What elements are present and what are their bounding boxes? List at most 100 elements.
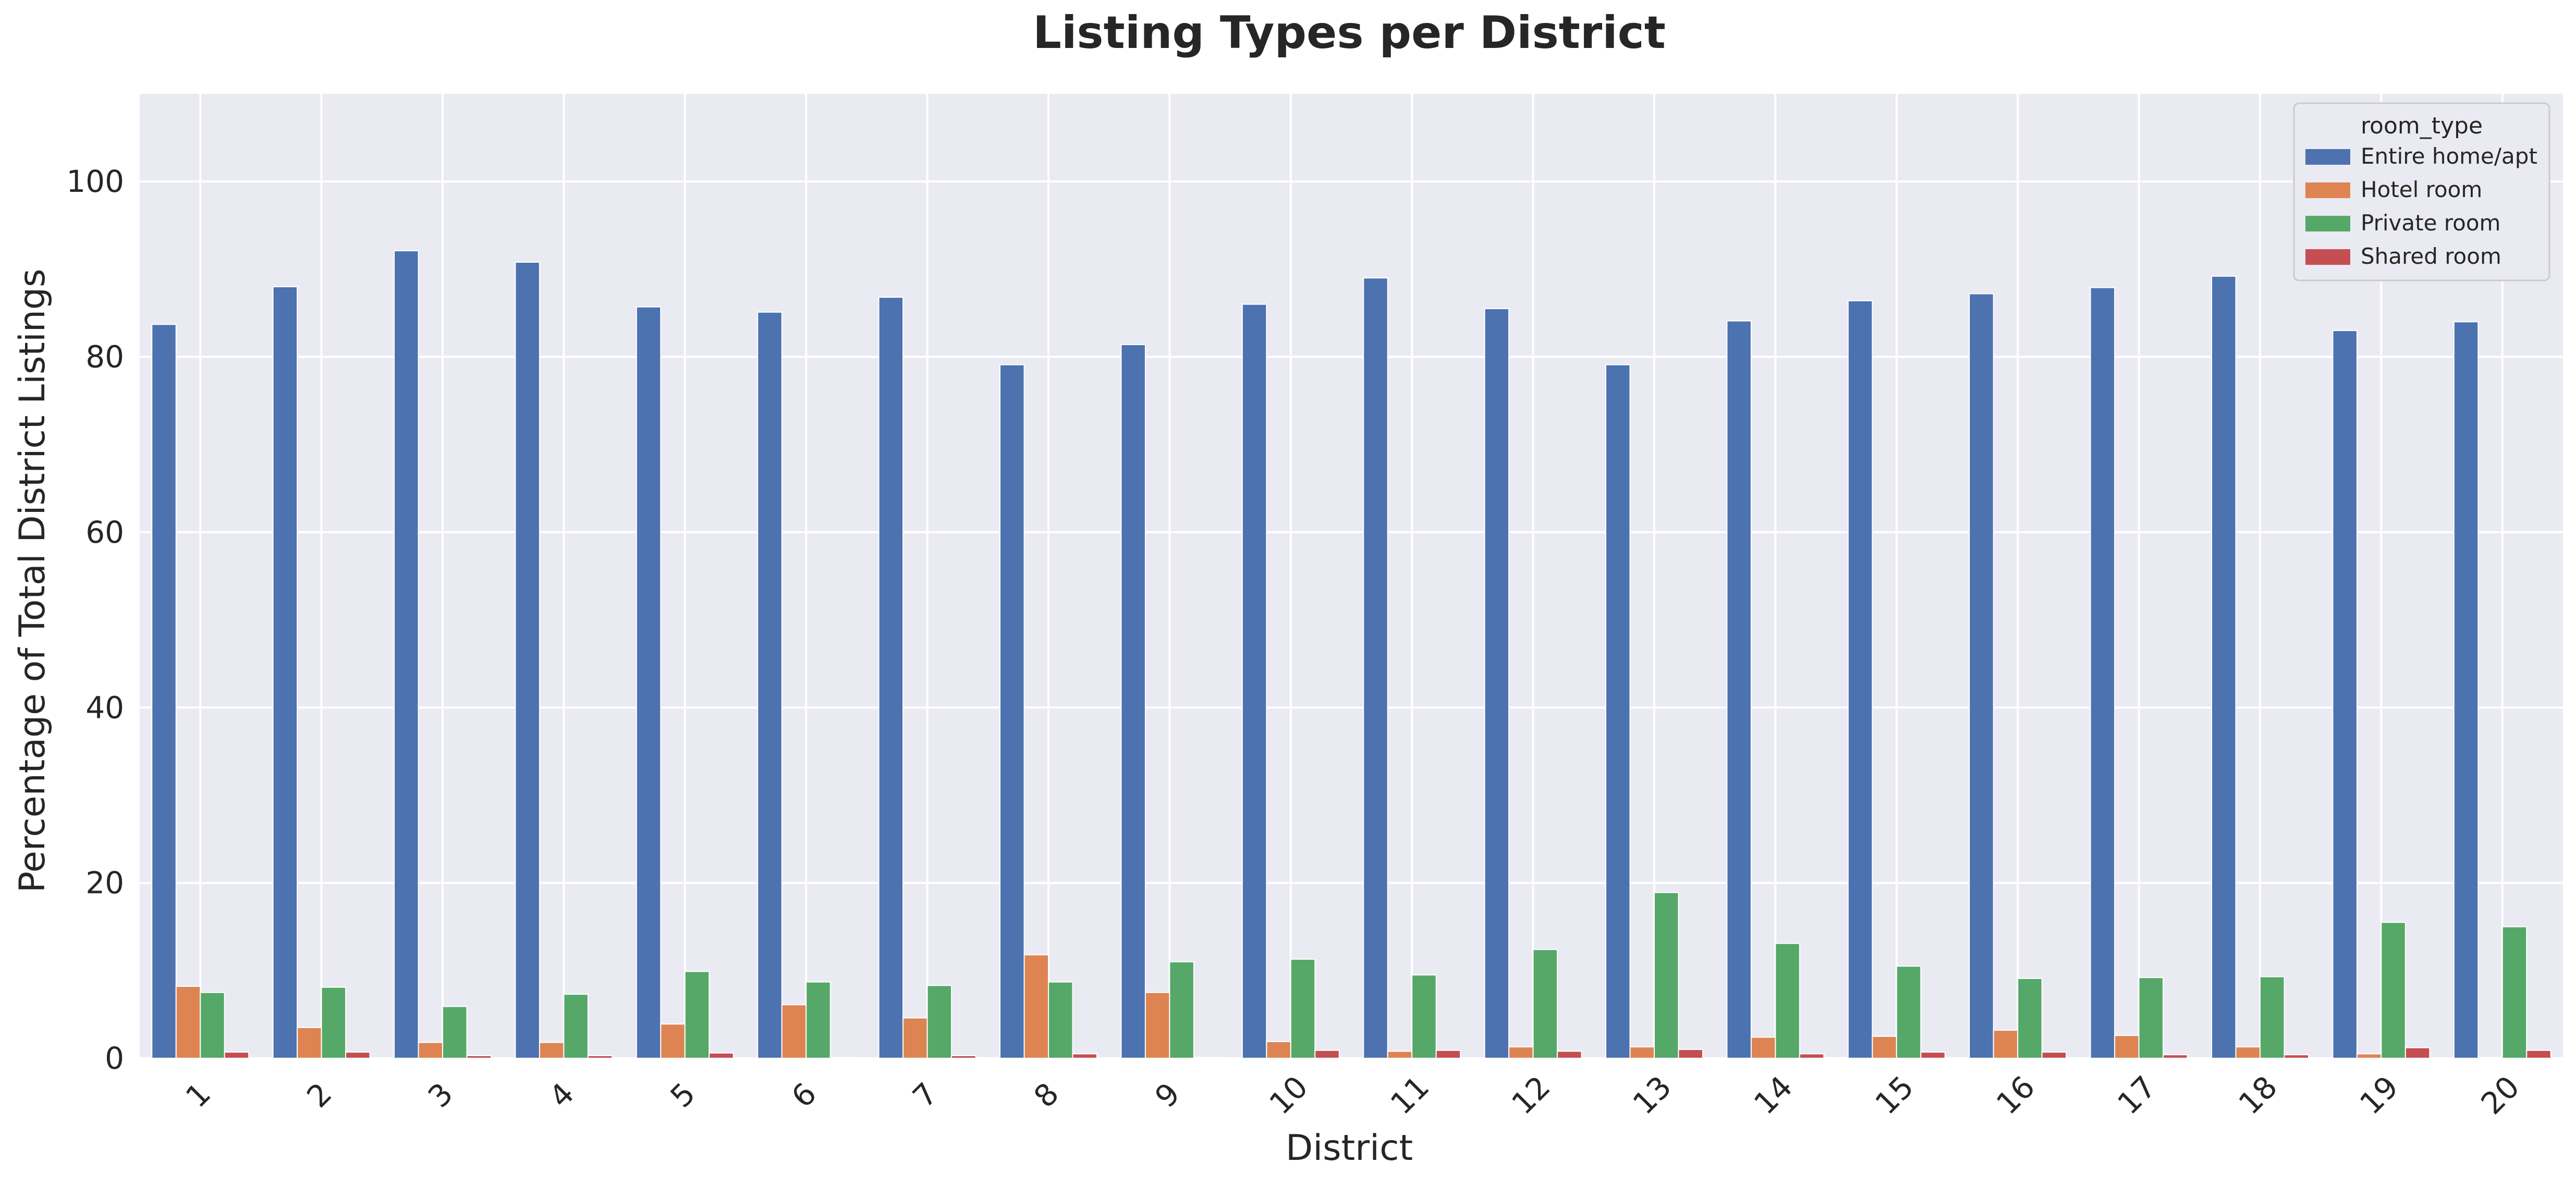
bar-entire-home-apt-district-4 xyxy=(515,261,540,1059)
bar-hotel-room-district-9 xyxy=(1144,992,1170,1059)
bar-entire-home-apt-district-13 xyxy=(1605,364,1631,1059)
bar-entire-home-apt-district-10 xyxy=(1241,303,1267,1059)
legend-label: Hotel room xyxy=(2361,177,2482,202)
y-axis-ticks: 0 20 40 60 80 100 xyxy=(66,164,124,1076)
bar-entire-home-apt-district-9 xyxy=(1120,344,1146,1059)
bar-private-room-district-13 xyxy=(1654,892,1679,1059)
bar-private-room-district-18 xyxy=(2260,976,2285,1059)
bar-shared-room-district-1 xyxy=(224,1051,250,1059)
bar-shared-room-district-12 xyxy=(1557,1050,1582,1059)
y-tick-label: 60 xyxy=(86,515,124,550)
bar-entire-home-apt-district-15 xyxy=(1847,300,1873,1059)
bar-hotel-room-district-20 xyxy=(2477,1057,2503,1059)
bar-shared-room-district-10 xyxy=(1314,1049,1340,1059)
bar-shared-room-district-5 xyxy=(709,1052,734,1059)
bar-hotel-room-district-17 xyxy=(2114,1035,2140,1059)
bar-private-room-district-7 xyxy=(926,985,953,1059)
legend-label: Shared room xyxy=(2361,243,2501,269)
legend-label: Private room xyxy=(2361,210,2500,236)
bar-private-room-district-11 xyxy=(1411,974,1437,1059)
bar-hotel-room-district-2 xyxy=(297,1027,322,1059)
bar-shared-room-district-14 xyxy=(1799,1053,1825,1059)
bar-hotel-room-district-16 xyxy=(1993,1030,2019,1059)
bar-shared-room-district-15 xyxy=(1920,1051,1946,1059)
chart-title: Listing Types per District xyxy=(1033,7,1666,59)
bar-shared-room-district-7 xyxy=(951,1055,976,1059)
legend-box xyxy=(2293,102,2550,282)
bar-hotel-room-district-6 xyxy=(781,1004,807,1059)
y-tick-label: 40 xyxy=(86,690,124,725)
bar-shared-room-district-9 xyxy=(1193,1057,1219,1059)
bar-entire-home-apt-district-17 xyxy=(2090,287,2116,1059)
bar-hotel-room-district-15 xyxy=(1872,1035,1897,1059)
y-tick-label: 20 xyxy=(86,865,124,901)
bar-entire-home-apt-district-8 xyxy=(999,364,1025,1059)
bar-entire-home-apt-district-19 xyxy=(2332,330,2358,1059)
bar-hotel-room-district-5 xyxy=(660,1023,686,1059)
bar-shared-room-district-6 xyxy=(829,1057,856,1059)
legend-items: Entire home/apt Hotel room Private room Sha… xyxy=(2305,143,2537,269)
bar-entire-home-apt-district-18 xyxy=(2211,275,2237,1059)
bar-private-room-district-3 xyxy=(442,1006,468,1059)
bar-shared-room-district-4 xyxy=(587,1055,613,1059)
bar-private-room-district-1 xyxy=(200,992,225,1059)
x-axis-label: District xyxy=(1286,1128,1413,1169)
bar-hotel-room-district-10 xyxy=(1266,1041,1291,1059)
bar-entire-home-apt-district-3 xyxy=(394,250,419,1059)
bars xyxy=(151,250,2551,1059)
y-axis-label: Percentage of Total District Listings xyxy=(12,268,53,892)
bar-hotel-room-district-4 xyxy=(539,1042,565,1059)
legend-title: room_type xyxy=(2361,113,2483,139)
bar-entire-home-apt-district-12 xyxy=(1484,308,1510,1059)
bar-private-room-district-16 xyxy=(2017,977,2043,1059)
bar-hotel-room-district-1 xyxy=(175,986,201,1059)
bar-entire-home-apt-district-20 xyxy=(2453,321,2479,1059)
bar-shared-room-district-13 xyxy=(1678,1049,1703,1059)
bar-shared-room-district-19 xyxy=(2404,1047,2431,1059)
y-tick-label: 100 xyxy=(66,164,124,199)
bar-private-room-district-5 xyxy=(684,971,710,1059)
legend-swatch xyxy=(2305,182,2350,198)
legend-swatch xyxy=(2305,149,2350,165)
bar-hotel-room-district-3 xyxy=(418,1042,444,1059)
bar-shared-room-district-16 xyxy=(2041,1051,2067,1059)
bar-shared-room-district-20 xyxy=(2526,1049,2551,1059)
bar-private-room-district-17 xyxy=(2138,977,2164,1059)
bar-shared-room-district-2 xyxy=(345,1051,371,1059)
plot-area xyxy=(140,94,2563,1058)
bar-private-room-district-15 xyxy=(1896,965,1922,1059)
legend: room_type Entire home/apt Hotel room Priva… xyxy=(2293,102,2550,282)
bar-private-room-district-20 xyxy=(2501,926,2528,1059)
bar-entire-home-apt-district-2 xyxy=(272,286,298,1059)
bar-private-room-district-2 xyxy=(321,986,347,1059)
bar-private-room-district-9 xyxy=(1169,961,1194,1059)
bar-private-room-district-8 xyxy=(1048,981,1073,1059)
bar-hotel-room-district-13 xyxy=(1629,1046,1655,1059)
bar-hotel-room-district-11 xyxy=(1387,1050,1413,1059)
bar-hotel-room-district-18 xyxy=(2235,1046,2261,1059)
grid-lines xyxy=(140,94,2563,1059)
bar-private-room-district-6 xyxy=(805,981,831,1059)
y-tick-label: 80 xyxy=(86,339,124,375)
bar-entire-home-apt-district-6 xyxy=(757,311,783,1059)
bar-private-room-district-4 xyxy=(563,994,589,1059)
bar-entire-home-apt-district-7 xyxy=(878,297,904,1059)
bar-entire-home-apt-district-5 xyxy=(636,306,662,1059)
legend-swatch xyxy=(2305,249,2350,265)
bar-hotel-room-district-12 xyxy=(1508,1046,1534,1059)
bar-shared-room-district-18 xyxy=(2284,1054,2309,1059)
bar-shared-room-district-11 xyxy=(1435,1049,1461,1059)
bar-entire-home-apt-district-1 xyxy=(151,324,177,1059)
bar-private-room-district-10 xyxy=(1290,958,1316,1059)
bar-hotel-room-district-7 xyxy=(902,1017,928,1059)
bar-shared-room-district-3 xyxy=(466,1055,492,1059)
legend-label: Entire home/apt xyxy=(2361,143,2537,169)
legend-swatch xyxy=(2305,216,2350,231)
bar-hotel-room-district-19 xyxy=(2356,1053,2382,1059)
bar-entire-home-apt-district-16 xyxy=(1969,293,1994,1059)
bar-shared-room-district-17 xyxy=(2163,1054,2188,1059)
bar-entire-home-apt-district-11 xyxy=(1363,277,1388,1059)
bar-private-room-district-19 xyxy=(2380,922,2406,1059)
